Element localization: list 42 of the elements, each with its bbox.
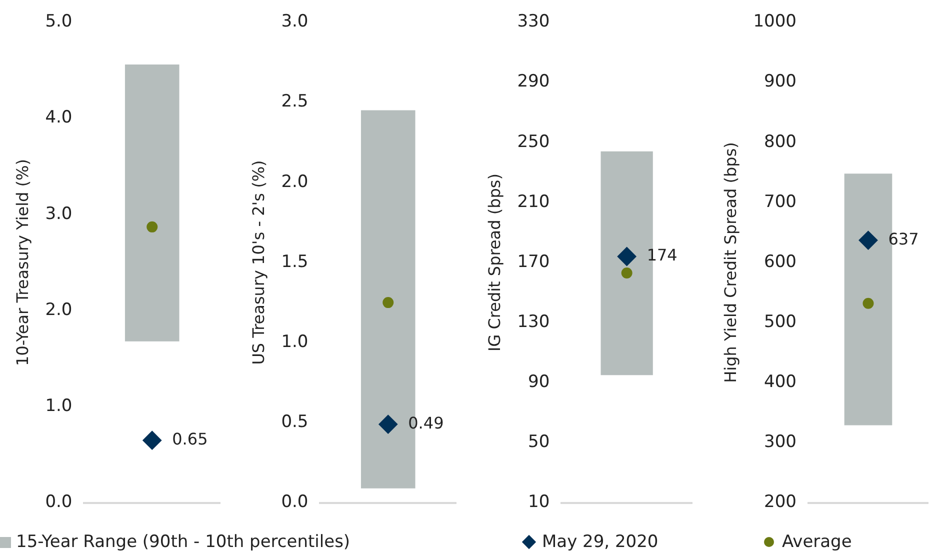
y-tick-label: 4.0 [45,108,72,128]
y-tick-label: 250 [517,132,550,152]
y-tick-label: 300 [764,432,796,452]
y-tick-label: 130 [517,312,550,332]
y-tick-label: 1.0 [281,332,308,352]
y-axis-title: IG Credit Spread (bps) [484,174,504,352]
y-tick-label: 0.0 [45,492,72,512]
y-tick-label: 600 [764,252,796,272]
y-tick-label: 10 [528,492,550,512]
data-label: 0.65 [172,429,208,448]
y-axis-title: 10-Year Treasury Yield (%) [12,159,32,366]
y-tick-label: 1000 [753,12,796,32]
y-tick-label: 3.0 [281,12,308,32]
y-tick-label: 3.0 [45,204,72,224]
data-label: 174 [646,246,678,265]
y-tick-label: 5.0 [45,12,72,32]
y-tick-label: 330 [517,12,550,32]
data-label: 0.49 [408,413,444,432]
y-tick-label: 900 [764,72,796,92]
y-tick-label: 1.0 [45,396,72,416]
y-tick-label: 210 [517,192,550,212]
y-tick-label: 0.5 [281,412,308,432]
legend-label: May 29, 2020 [542,532,658,552]
y-tick-label: 290 [517,72,550,92]
y-tick-label: 700 [764,192,796,212]
y-tick-label: 2.0 [45,300,72,320]
y-tick-label: 50 [528,432,550,452]
y-tick-label: 90 [528,372,550,392]
y-tick-label: 1.5 [281,252,308,272]
y-tick-label: 0.0 [281,492,308,512]
y-tick-label: 500 [764,312,796,332]
legend-label: Average [782,532,852,552]
y-axis-title: US Treasury 10's - 2's (%) [248,160,268,365]
y-tick-label: 170 [517,252,550,272]
legend-label: 15-Year Range (90th - 10th percentiles) [16,532,350,552]
y-tick-label: 2.0 [281,172,308,192]
y-tick-label: 800 [764,132,796,152]
y-tick-label: 200 [764,492,796,512]
y-axis-title: High Yield Credit Spread (bps) [720,142,740,383]
y-tick-label: 400 [764,372,796,392]
data-label: 637 [888,229,919,248]
y-tick-label: 2.5 [281,92,308,112]
